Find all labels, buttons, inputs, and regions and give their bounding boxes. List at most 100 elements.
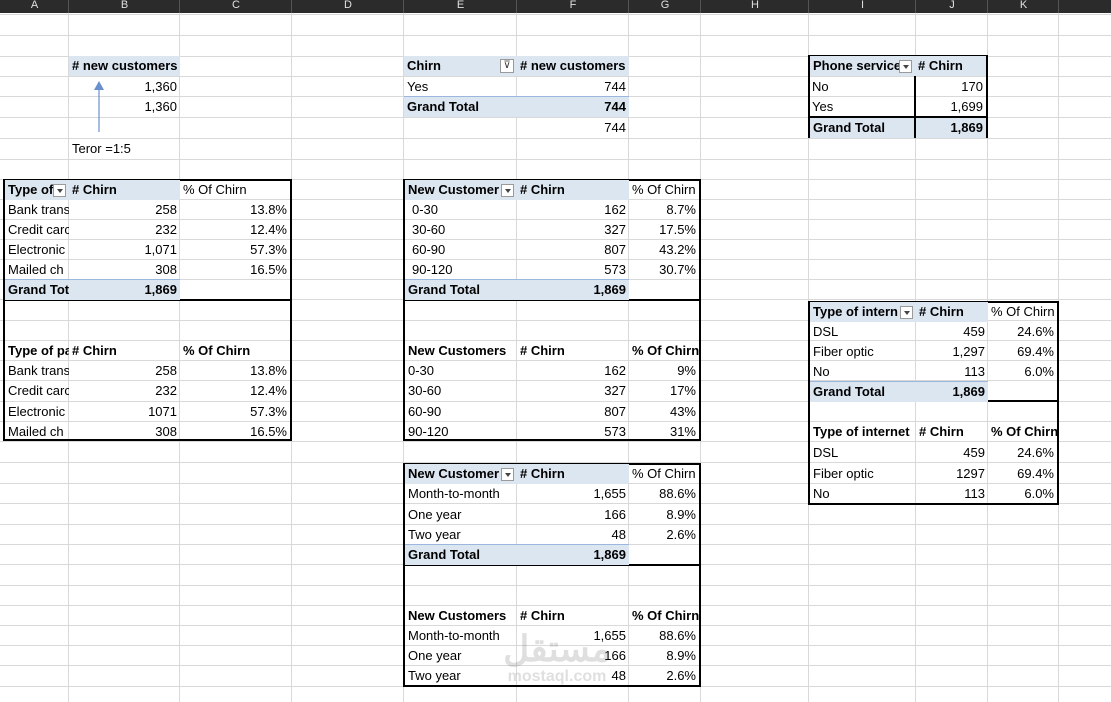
- table-row-value[interactable]: 162: [604, 363, 626, 378]
- column-header-bar[interactable]: A B C D E F G H I J K: [0, 0, 1111, 13]
- ratio-note[interactable]: Teror =1:5: [72, 141, 131, 156]
- payment-table-header[interactable]: Type of pa: [8, 343, 69, 358]
- pivot-chirn-header[interactable]: Chirn: [404, 56, 517, 76]
- column-header-k[interactable]: K: [1019, 0, 1028, 11]
- pivot-row-percent[interactable]: 8.9%: [666, 507, 696, 522]
- new-customers-value[interactable]: 1,360: [144, 99, 177, 114]
- table-row-value[interactable]: 113: [964, 486, 985, 501]
- chirn-percent-header[interactable]: % Of Chirn: [991, 304, 1055, 319]
- dropdown-icon[interactable]: [501, 468, 514, 481]
- pivot-row-percent[interactable]: 16.5%: [250, 262, 287, 277]
- dropdown-icon[interactable]: [53, 184, 66, 197]
- dropdown-icon[interactable]: [899, 60, 912, 73]
- chirn-count-header[interactable]: # Chirn: [916, 302, 988, 322]
- table-row-value[interactable]: 459: [963, 445, 985, 460]
- phone-service-chirn-header[interactable]: # Chirn: [915, 56, 986, 76]
- pivot-row-label[interactable]: DSL: [813, 324, 839, 339]
- phone-service-header[interactable]: Phone service: [810, 56, 915, 76]
- chirn-percent-header[interactable]: % Of Chirn: [991, 424, 1057, 439]
- table-row-percent[interactable]: 16.5%: [250, 424, 287, 439]
- table-row-percent[interactable]: 9%: [677, 363, 696, 378]
- pivot-row-value[interactable]: 1,699: [950, 99, 983, 114]
- pivot-row-label[interactable]: 60-90: [412, 242, 446, 257]
- table-row-percent[interactable]: 17%: [669, 383, 696, 398]
- table-row-value[interactable]: 166: [604, 648, 626, 663]
- table-row-label[interactable]: DSL: [813, 445, 839, 460]
- grand-total-label[interactable]: Grand Total: [405, 280, 517, 300]
- table-row-percent[interactable]: 88.6%: [659, 628, 696, 643]
- new-customers-table-header[interactable]: New Customers: [408, 343, 507, 358]
- table-row-value[interactable]: 1,655: [593, 628, 626, 643]
- pivot-row-value[interactable]: 308: [155, 262, 177, 277]
- dropdown-icon[interactable]: [900, 306, 913, 319]
- column-header-b[interactable]: B: [120, 0, 129, 11]
- table-row-value[interactable]: 327: [604, 383, 626, 398]
- pivot-row-value[interactable]: 1,655: [593, 486, 626, 501]
- pivot-row-label[interactable]: One year: [408, 507, 462, 522]
- table-row-value[interactable]: 48: [611, 668, 626, 683]
- pivot-row-percent[interactable]: 69.4%: [1017, 344, 1054, 359]
- pivot-row-label[interactable]: Fiber optic: [813, 344, 874, 359]
- table-row-label[interactable]: Electronic: [8, 404, 66, 419]
- column-header-i[interactable]: I: [860, 0, 865, 11]
- grand-total-value[interactable]: 1,869: [517, 545, 629, 565]
- contract-pivot-header[interactable]: New Customer: [405, 464, 517, 484]
- pivot-row-value[interactable]: 113: [964, 364, 985, 379]
- table-row-value[interactable]: 232: [155, 383, 177, 398]
- pivot-row-value[interactable]: 1,297: [952, 344, 985, 359]
- chirn-count-header[interactable]: # Chirn: [520, 608, 565, 623]
- chirn-percent-header[interactable]: % Of Chirn: [632, 182, 696, 197]
- grand-total-label[interactable]: Grand Total: [810, 118, 914, 138]
- table-row-percent[interactable]: 43%: [669, 404, 696, 419]
- chirn-percent-header[interactable]: % Of Chirn: [632, 608, 699, 623]
- pivot-row-label[interactable]: Mailed ch: [8, 262, 64, 277]
- table-row-percent[interactable]: 12.4%: [250, 383, 287, 398]
- contract-table-header[interactable]: New Customers: [408, 608, 507, 623]
- table-row-label[interactable]: One year: [408, 648, 462, 663]
- chirn-count-header[interactable]: # Chirn: [517, 180, 629, 200]
- table-row-label[interactable]: 30-60: [408, 383, 442, 398]
- grand-total-label[interactable]: Grand Total: [405, 545, 517, 565]
- pivot-row-label[interactable]: Bank trans: [8, 202, 69, 217]
- pivot-row-value[interactable]: 170: [961, 79, 983, 94]
- pivot-row-percent[interactable]: 88.6%: [659, 486, 696, 501]
- chirn-percent-header[interactable]: % Of Chirn: [183, 343, 251, 358]
- table-row-percent[interactable]: 8.9%: [666, 648, 696, 663]
- table-row-percent[interactable]: 69.4%: [1017, 466, 1054, 481]
- pivot-row-value[interactable]: 744: [604, 79, 626, 94]
- table-row-value[interactable]: 1297: [956, 466, 985, 481]
- table-row-label[interactable]: Credit carc: [8, 383, 69, 398]
- pivot-row-value[interactable]: 166: [604, 507, 626, 522]
- grand-total-value[interactable]: 1,869: [916, 118, 986, 138]
- column-header-j[interactable]: J: [949, 0, 955, 11]
- pivot-row-label[interactable]: 30-60: [412, 222, 446, 237]
- pivot-row-label[interactable]: 90-120: [412, 262, 453, 277]
- table-row-value[interactable]: 308: [155, 424, 177, 439]
- pivot-row-value[interactable]: 48: [611, 527, 626, 542]
- table-row-percent[interactable]: 2.6%: [666, 668, 696, 683]
- column-header-c[interactable]: C: [232, 0, 240, 11]
- table-row-label[interactable]: No: [813, 486, 830, 501]
- pivot-row-percent[interactable]: 43.2%: [659, 242, 696, 257]
- pivot-row-percent[interactable]: 8.7%: [666, 202, 696, 217]
- chirn-percent-header[interactable]: % Of Chirn: [632, 466, 696, 481]
- pivot-row-label[interactable]: Yes: [812, 99, 834, 114]
- pivot-row-value[interactable]: 232: [155, 222, 177, 237]
- pivot-row-value[interactable]: 459: [963, 324, 985, 339]
- pivot-row-value[interactable]: 258: [155, 202, 177, 217]
- new-customers-value[interactable]: 1,360: [144, 79, 177, 94]
- grand-total-label[interactable]: Grand Total: [810, 382, 916, 402]
- cell-value[interactable]: 744: [604, 120, 626, 135]
- table-row-label[interactable]: 0-30: [408, 363, 435, 378]
- pivot-row-label[interactable]: No: [812, 79, 829, 94]
- internet-table-header[interactable]: Type of internet: [813, 424, 910, 439]
- grand-total-value[interactable]: 744: [517, 97, 629, 117]
- table-row-percent[interactable]: 13.8%: [250, 363, 287, 378]
- pivot-row-label[interactable]: 0-30: [412, 202, 439, 217]
- chirn-count-header[interactable]: # Chirn: [520, 343, 565, 358]
- pivot-row-value[interactable]: 162: [604, 202, 626, 217]
- grand-total-value[interactable]: 1,869: [517, 280, 629, 300]
- column-header-d[interactable]: D: [344, 0, 352, 11]
- pivot-row-percent[interactable]: 30.7%: [659, 262, 696, 277]
- column-header-g[interactable]: G: [660, 0, 670, 11]
